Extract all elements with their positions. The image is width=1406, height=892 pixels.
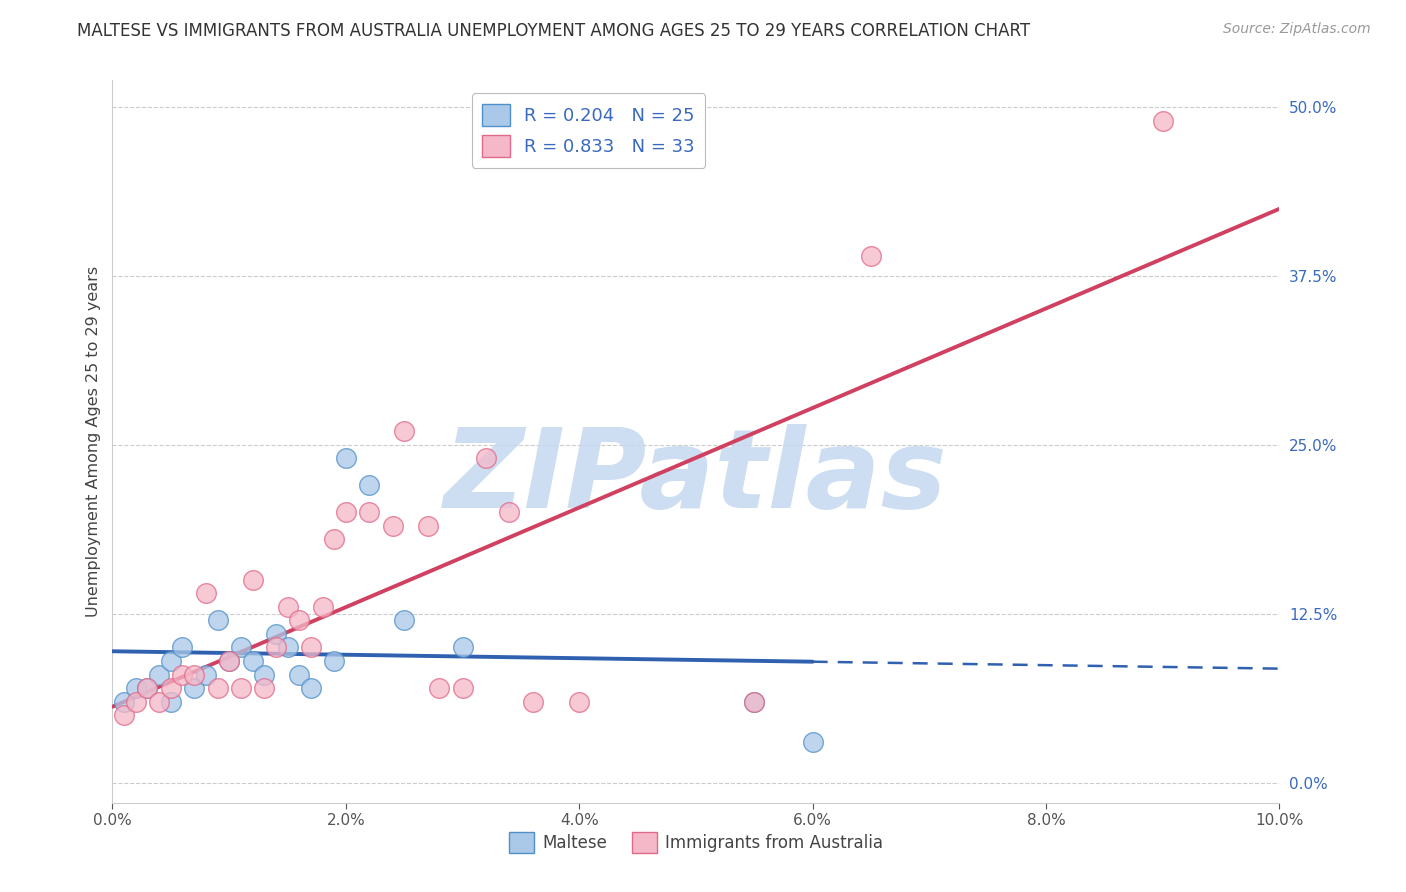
Point [125,681,148,695]
Point [125,694,148,708]
Point [136,681,159,695]
Point [229,640,252,655]
Legend: Maltese, Immigrants from Australia: Maltese, Immigrants from Australia [502,826,890,860]
Point [112,694,135,708]
Point [218,654,240,668]
Text: MALTESE VS IMMIGRANTS FROM AUSTRALIA UNEMPLOYMENT AMONG AGES 25 TO 29 YEARS CORR: MALTESE VS IMMIGRANTS FROM AUSTRALIA UNE… [77,22,1031,40]
Point [475,451,498,466]
Point [359,505,381,519]
Point [323,654,346,668]
Point [229,681,252,695]
Point [172,640,194,655]
Point [264,640,287,655]
Point [394,425,416,439]
Point [299,681,322,695]
Point [148,694,170,708]
Point [183,681,205,695]
Point [394,614,416,628]
Point [299,640,322,655]
Point [359,478,381,492]
Point [183,667,205,681]
Point [288,667,311,681]
Text: ZIPatlas: ZIPatlas [444,425,948,531]
Point [160,681,183,695]
Point [311,599,333,614]
Point [416,519,439,533]
Text: Source: ZipAtlas.com: Source: ZipAtlas.com [1223,22,1371,37]
Point [276,599,298,614]
Y-axis label: Unemployment Among Ages 25 to 29 years: Unemployment Among Ages 25 to 29 years [86,266,101,617]
Point [194,586,217,600]
Point [253,681,276,695]
Point [148,667,170,681]
Point [742,694,765,708]
Point [218,654,240,668]
Point [335,505,357,519]
Point [801,735,824,749]
Point [242,654,264,668]
Point [112,708,135,723]
Point [498,505,520,519]
Point [242,573,264,587]
Point [742,694,765,708]
Point [194,667,217,681]
Point [860,249,883,263]
Point [335,451,357,466]
Point [522,694,544,708]
Point [253,667,276,681]
Point [207,614,229,628]
Point [276,640,298,655]
Point [568,694,591,708]
Point [427,681,450,695]
Point [1152,113,1174,128]
Point [288,614,311,628]
Point [136,681,159,695]
Point [323,533,346,547]
Point [381,519,404,533]
Point [207,681,229,695]
Point [451,640,474,655]
Point [264,627,287,641]
Point [172,667,194,681]
Point [160,694,183,708]
Point [160,654,183,668]
Point [451,681,474,695]
